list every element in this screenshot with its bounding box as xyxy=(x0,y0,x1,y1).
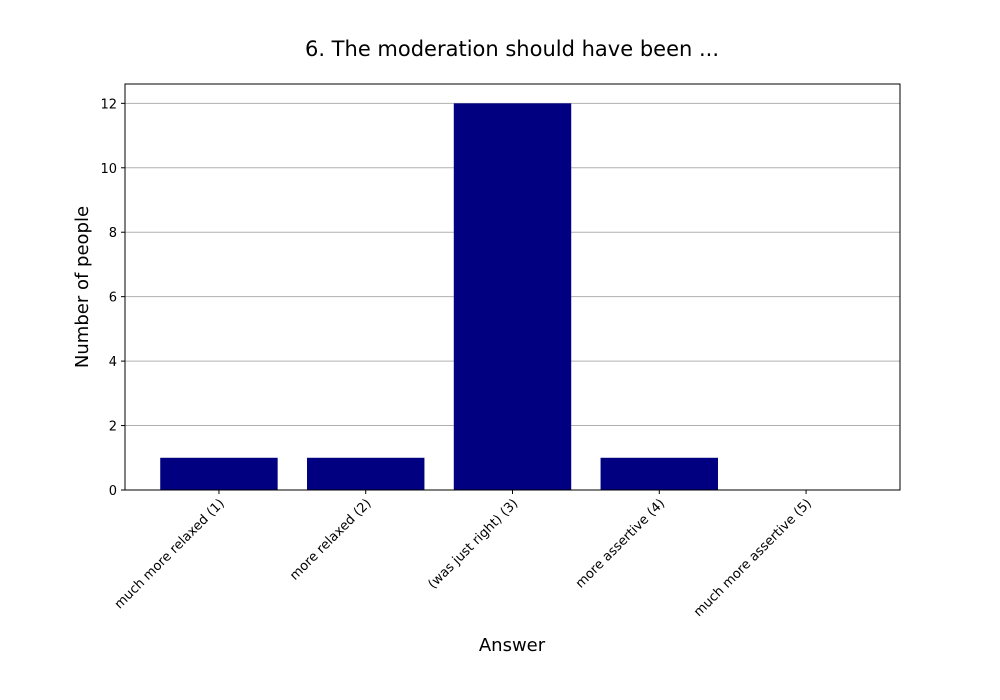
x-axis-label: Answer xyxy=(479,635,546,656)
y-tick-label: 6 xyxy=(109,291,117,306)
bar xyxy=(307,457,425,490)
y-tick-label: 10 xyxy=(100,162,117,177)
y-tick-label: 8 xyxy=(109,226,117,241)
chart-title: 6. The moderation should have been ... xyxy=(305,37,719,61)
y-axis-label: Number of people xyxy=(72,206,93,368)
bar xyxy=(600,457,718,490)
bar xyxy=(160,457,278,490)
y-tick-label: 2 xyxy=(109,420,117,435)
y-tick-label: 4 xyxy=(109,355,117,370)
y-tick-label: 12 xyxy=(100,97,117,112)
y-tick-label: 0 xyxy=(109,484,117,499)
bar xyxy=(453,103,572,490)
